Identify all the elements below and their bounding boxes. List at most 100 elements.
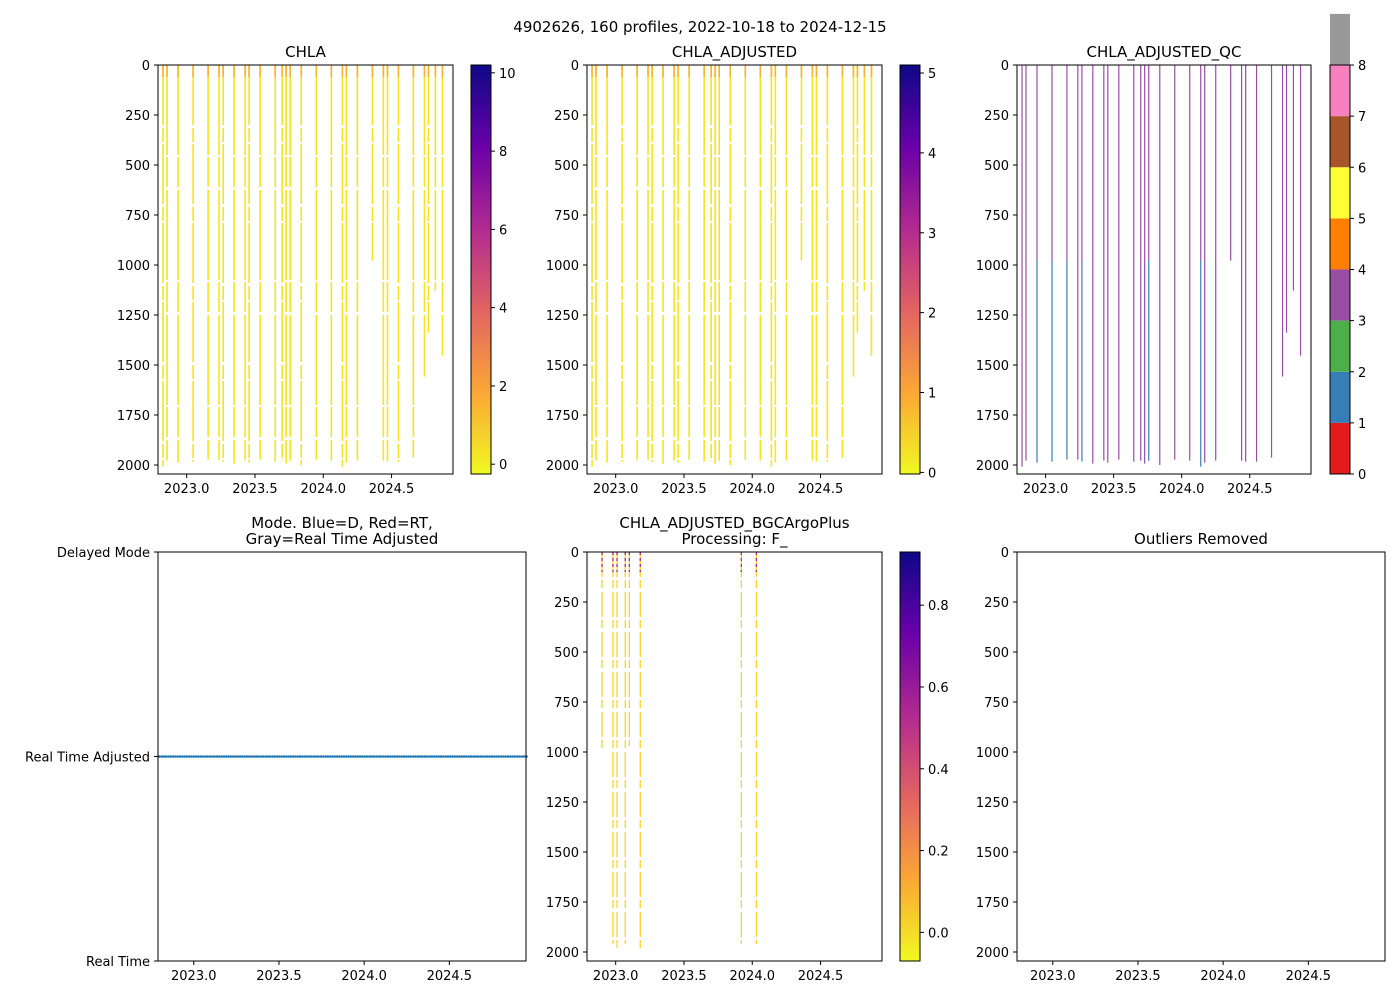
colorbar-tick-label: 8 <box>1358 59 1366 74</box>
panel-outliers: Outliers Removed 2023.0 2023.5 2024.0 2024.5… <box>976 530 1386 984</box>
mode-point <box>393 755 397 758</box>
mode-point <box>349 755 353 758</box>
mode-point <box>282 755 286 758</box>
mode-point <box>458 755 461 758</box>
x-tick-label: 2023.0 <box>1030 969 1076 984</box>
mode-point <box>439 755 443 758</box>
x-tick-label: 2023.5 <box>661 969 707 984</box>
mode-point <box>252 755 256 758</box>
mode-point <box>208 755 212 758</box>
mode-point <box>289 755 293 758</box>
mode-point <box>342 755 346 758</box>
mode-point <box>183 755 186 758</box>
y-tick-label: 0 <box>1001 546 1009 561</box>
mode-point <box>178 755 182 758</box>
y-tick-label: 1750 <box>546 896 579 911</box>
mode-point <box>515 755 519 758</box>
colorbar-gradient <box>471 65 491 474</box>
mode-point <box>247 755 251 758</box>
y-tick-label: 2000 <box>976 459 1009 474</box>
mode-point <box>446 755 450 758</box>
colorbar: 0.0 0.2 0.4 0.6 0.8 <box>899 551 949 962</box>
mode-point <box>264 755 267 758</box>
mode-point <box>310 755 313 758</box>
mode-point <box>266 755 270 758</box>
mode-point <box>160 755 163 758</box>
panel-title: Outliers Removed <box>1134 530 1268 548</box>
mode-point <box>197 755 200 758</box>
mode-point <box>451 755 454 758</box>
mode-point <box>243 755 246 758</box>
mode-point <box>345 755 348 758</box>
mode-point <box>465 755 468 758</box>
mode-point <box>462 755 466 758</box>
panel-chla-adjusted-qc: CHLA_ADJUSTED_QC 2023.0 2023.5 2024.0 2024.5… <box>976 13 1366 497</box>
mode-point <box>287 755 290 758</box>
mode-point <box>448 755 452 758</box>
mode-point <box>485 755 489 758</box>
y-tick-label: 750 <box>125 209 150 224</box>
panel-title: CHLA_ADJUSTED_BGCArgoPlus <box>619 514 849 533</box>
mode-point <box>423 755 427 758</box>
colorbar-tick-label: 2 <box>1358 366 1366 381</box>
x-tick-label: 2024.5 <box>798 482 844 497</box>
mode-point <box>520 755 524 758</box>
mode-point <box>245 755 249 758</box>
mode-point <box>271 755 274 758</box>
x-tick-label: 2024.5 <box>1286 969 1332 984</box>
x-tick-label: 2024.0 <box>1159 482 1205 497</box>
y-tick-label: 1000 <box>976 746 1009 761</box>
mode-point <box>409 755 413 758</box>
y-tick-label: 1500 <box>976 846 1009 861</box>
colorbar-tick-label: 3 <box>928 227 936 242</box>
mode-point <box>363 755 367 758</box>
mode-point <box>432 755 436 758</box>
mode-point <box>326 755 330 758</box>
colorbar-segment <box>1330 269 1350 321</box>
mode-point <box>331 755 334 758</box>
mode-point <box>213 755 216 758</box>
y-tick-label: 0 <box>571 546 579 561</box>
mode-point <box>513 755 517 758</box>
y-tick-label: 750 <box>984 696 1009 711</box>
mode-point <box>437 755 441 758</box>
mode-point <box>291 755 295 758</box>
y-tick-label: 500 <box>125 159 150 174</box>
x-tick-label: 2023.0 <box>164 482 210 497</box>
y-tick-label: 1750 <box>546 409 579 424</box>
y-tick-label: Real Time <box>86 955 150 970</box>
mode-point <box>467 755 471 758</box>
mode-point <box>469 755 473 758</box>
mode-point <box>167 755 170 758</box>
mode-point <box>273 755 277 758</box>
mode-point <box>231 755 235 758</box>
mode-point <box>375 755 378 758</box>
colorbar-tick-label: 3 <box>1358 315 1366 330</box>
x-tick-label: 2024.0 <box>341 969 387 984</box>
mode-point <box>372 755 376 758</box>
mode-point <box>314 755 318 758</box>
y-tick-label: 0 <box>1001 59 1009 74</box>
colorbar-tick-label: 5 <box>1358 212 1366 227</box>
axes-frame <box>1016 551 1386 962</box>
mode-point <box>483 755 487 758</box>
mode-point <box>518 755 521 758</box>
colorbar-segment <box>1330 320 1350 372</box>
x-tick-label: 2024.0 <box>301 482 347 497</box>
y-tick-label: 750 <box>984 209 1009 224</box>
colorbar-tick-label: 10 <box>499 67 516 82</box>
mode-point <box>194 755 198 758</box>
mode-point <box>444 755 447 758</box>
colorbar-tick-label: 5 <box>928 67 936 82</box>
plot-area <box>162 65 444 467</box>
y-tick-label: 2000 <box>546 946 579 961</box>
y-tick-label: 500 <box>984 159 1009 174</box>
mode-point <box>280 755 283 758</box>
mode-point <box>340 755 343 758</box>
mode-point <box>338 755 341 758</box>
colorbar-tick-label: 0.0 <box>928 926 949 941</box>
mode-point <box>381 755 385 758</box>
x-tick-label: 2024.5 <box>798 969 844 984</box>
